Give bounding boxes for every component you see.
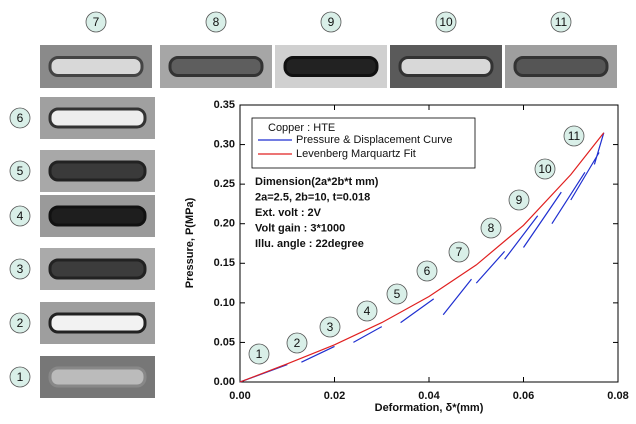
annotation: Dimension(2a*2b*t mm)	[255, 176, 379, 188]
panel-label-circle	[320, 11, 342, 33]
panel-label: 2	[17, 316, 24, 330]
x-tick-label: 0.08	[607, 390, 628, 402]
y-tick-label: 0.30	[214, 138, 235, 150]
legend-title: Copper : HTE	[268, 122, 335, 134]
point-label-circle	[356, 300, 378, 322]
photo-slot	[48, 366, 147, 388]
point-label-circle	[534, 158, 556, 180]
panel-label-circle	[9, 205, 31, 227]
x-tick-label: 0.04	[418, 390, 440, 402]
y-tick-label: 0.00	[214, 376, 235, 388]
photo-slot	[48, 258, 147, 280]
panel-label-circle	[435, 11, 457, 33]
panel-label: 5	[17, 164, 24, 178]
panel-label-circle	[9, 258, 31, 280]
series-line	[239, 132, 605, 383]
point-label: 3	[327, 320, 334, 334]
photo-slot	[48, 160, 147, 182]
point-label: 7	[456, 245, 463, 259]
point-label-circle	[563, 125, 585, 147]
point-label: 5	[394, 287, 401, 301]
panel-label: 3	[17, 262, 24, 276]
panel-label: 6	[17, 111, 24, 125]
x-tick-label: 0.02	[324, 390, 345, 402]
panel-label-circle	[205, 11, 227, 33]
point-label-circle	[286, 332, 308, 354]
photo-slot	[48, 107, 147, 129]
x-tick-label: 0.06	[513, 390, 534, 402]
point-label-circle	[416, 260, 438, 282]
annotation: Illu. angle : 22degree	[255, 238, 364, 250]
annotation: Volt gain : 3*1000	[255, 222, 345, 234]
legend-label: Levenberg Marquartz Fit	[296, 148, 416, 160]
photo-slot	[168, 56, 264, 77]
y-tick-label: 0.10	[214, 297, 235, 309]
y-tick-label: 0.25	[214, 178, 235, 190]
point-label-circle	[319, 316, 341, 338]
photo-slot	[283, 56, 379, 77]
point-label-circle	[480, 217, 502, 239]
point-label: 10	[538, 162, 552, 176]
point-label-circle	[248, 343, 270, 365]
photo-slot	[513, 56, 609, 77]
legend-box	[251, 117, 476, 169]
photo-slot	[48, 56, 144, 77]
annotation: Ext. volt : 2V	[255, 207, 322, 219]
photo-slot	[398, 56, 494, 77]
x-axis-label: Deformation, δ*(mm)	[375, 402, 484, 414]
panel-label: 1	[17, 370, 24, 384]
panel-label-circle	[9, 160, 31, 182]
point-label-circle	[386, 283, 408, 305]
point-label-circle	[508, 189, 530, 211]
legend-label: Pressure & Displacement Curve	[296, 134, 453, 146]
panel-label: 11	[555, 15, 568, 29]
y-axis-label: Pressure, P(MPa)	[184, 197, 196, 288]
point-label: 8	[488, 221, 495, 235]
panel-label-circle	[9, 107, 31, 129]
panel-label: 8	[213, 15, 220, 29]
point-label: 11	[568, 129, 581, 143]
y-tick-label: 0.05	[214, 336, 235, 348]
panel-label: 7	[93, 15, 100, 29]
x-tick-label: 0.00	[229, 390, 250, 402]
panel-label-circle	[9, 366, 31, 388]
panel-label: 10	[439, 15, 453, 29]
point-label: 2	[294, 336, 301, 350]
annotation: 2a=2.5, 2b=10, t=0.018	[255, 191, 370, 203]
panel-label-circle	[85, 11, 107, 33]
panel-label-circle	[9, 312, 31, 334]
point-label: 1	[256, 347, 263, 361]
panel-label: 4	[17, 209, 24, 223]
panel-label: 9	[328, 15, 335, 29]
y-tick-label: 0.20	[214, 218, 235, 230]
point-label-circle	[448, 241, 470, 263]
y-tick-label: 0.15	[214, 257, 235, 269]
y-tick-label: 0.35	[214, 99, 235, 111]
point-label: 4	[364, 304, 371, 318]
panel-label-circle	[550, 11, 572, 33]
photo-slot	[48, 205, 147, 227]
point-label: 6	[424, 264, 431, 278]
point-label: 9	[516, 193, 523, 207]
photo-slot	[48, 312, 147, 334]
